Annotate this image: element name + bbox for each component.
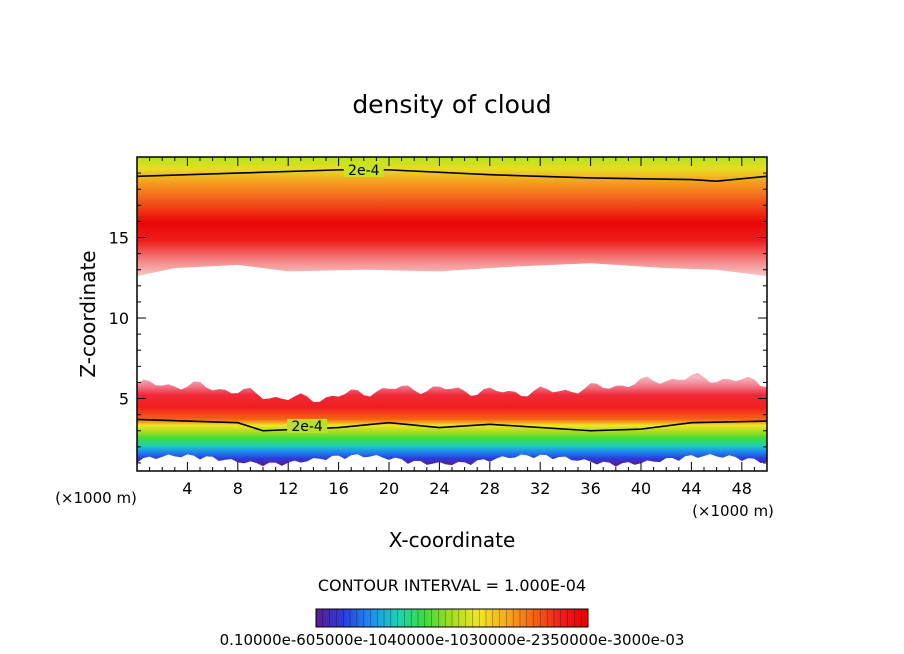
x-tick-label: 20 (379, 479, 399, 498)
contour-label-bg (287, 418, 328, 433)
x-tick-label: 16 (328, 479, 348, 498)
colorbar-labels: 0.10000e-605000e-1040000e-1030000e-23500… (220, 631, 685, 649)
y-tick-label: 5 (119, 390, 129, 409)
x-tick-label: 32 (530, 479, 550, 498)
y-tick-label: 10 (109, 309, 129, 328)
x-unit-left: (×1000 m) (55, 489, 137, 507)
x-tick-label: 40 (631, 479, 651, 498)
contour-line (137, 169, 767, 182)
contour-label-bg (343, 162, 384, 177)
chart-title: density of cloud (352, 90, 551, 119)
y-axis-label: Z-coordinate (76, 250, 100, 377)
x-tick-label: 28 (480, 479, 500, 498)
upper-cloud-layer (137, 157, 767, 277)
x-axis-label: X-coordinate (389, 528, 516, 552)
x-tick-label: 36 (580, 479, 600, 498)
contour-label: 2e-4 (348, 163, 380, 179)
contour-label: 2e-4 (291, 419, 323, 435)
colorbar-frame (315, 608, 589, 628)
lower-cloud-layer (137, 372, 767, 467)
contour-lines: 2e-4 2e-4 (137, 162, 767, 435)
x-tick-label: 4 (182, 479, 192, 498)
x-tick-label: 44 (681, 479, 701, 498)
x-unit-right: (×1000 m) (692, 502, 774, 520)
y-tick-label: 15 (109, 229, 129, 248)
x-tick-label: 12 (278, 479, 298, 498)
x-tick-label: 8 (233, 479, 243, 498)
plot-area: 2e-4 2e-4 (137, 157, 767, 471)
x-tick-label: 24 (429, 479, 449, 498)
colorbar: 0.10000e-605000e-1040000e-1030000e-23500… (220, 608, 685, 649)
x-tick-label: 48 (732, 479, 752, 498)
contour-interval-text: CONTOUR INTERVAL = 1.000E-04 (318, 576, 586, 595)
contour-line (137, 418, 767, 432)
